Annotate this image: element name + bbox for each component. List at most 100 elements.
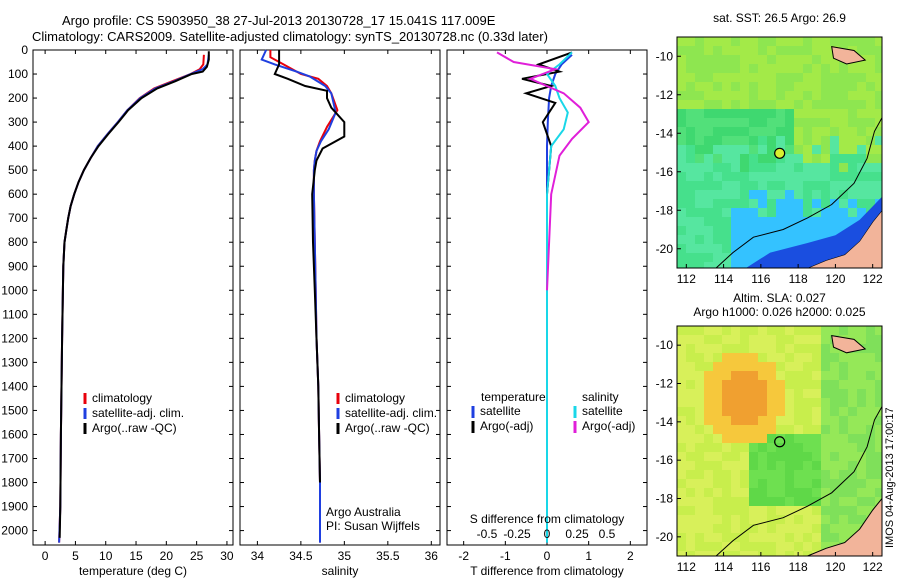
map-cell	[740, 326, 749, 335]
map-cell	[875, 362, 882, 371]
map-cell	[704, 253, 713, 262]
map-cell	[785, 91, 794, 100]
map-cell	[749, 190, 758, 199]
map-cell	[866, 163, 875, 172]
map-cell	[812, 226, 821, 235]
map-cell	[677, 100, 686, 109]
map-cell	[812, 542, 821, 551]
map-cell	[749, 118, 758, 127]
map-cell	[695, 344, 704, 353]
map-cell	[767, 443, 776, 452]
map-cell	[821, 479, 830, 488]
map-cell	[830, 326, 839, 335]
map-cell	[785, 407, 794, 416]
map-cell	[866, 497, 875, 506]
map-cell	[785, 380, 794, 389]
map-cell	[713, 551, 722, 556]
map-cell	[695, 524, 704, 533]
map-cell	[695, 199, 704, 208]
map-ytick-label: -10	[656, 49, 674, 63]
map-cell	[740, 208, 749, 217]
map-cell	[776, 380, 785, 389]
map-cell	[830, 407, 839, 416]
xtick-label: 25	[190, 549, 204, 563]
map-cell	[713, 136, 722, 145]
map-cell	[722, 380, 731, 389]
map-cell	[803, 136, 812, 145]
map-cell	[749, 64, 758, 73]
map-cell	[803, 380, 812, 389]
map-cell	[749, 344, 758, 353]
map-cell	[803, 452, 812, 461]
map-cell	[722, 154, 731, 163]
map-cell	[749, 443, 758, 452]
map-ytick-label: -20	[656, 242, 674, 256]
xtick-label: 10	[99, 549, 113, 563]
map-cell	[758, 73, 767, 82]
map-cell	[866, 100, 875, 109]
map-cell	[704, 100, 713, 109]
map-cell	[794, 82, 803, 91]
map-cell	[713, 118, 722, 127]
map-cell	[713, 542, 722, 551]
map-cell	[731, 100, 740, 109]
map-cell	[704, 542, 713, 551]
legend-label: Argo(-adj)	[480, 419, 533, 433]
map-cell	[677, 64, 686, 73]
map-cell	[848, 91, 857, 100]
land-island	[831, 45, 867, 65]
map-cell	[677, 55, 686, 64]
map-cell	[731, 253, 740, 262]
map-cell	[713, 163, 722, 172]
map-cell	[857, 497, 866, 506]
map-cell	[776, 542, 785, 551]
map-cell	[686, 362, 695, 371]
map-cell	[740, 524, 749, 533]
map-cell	[686, 524, 695, 533]
map-cell	[776, 199, 785, 208]
map-cell	[749, 100, 758, 109]
map-cell	[875, 425, 882, 434]
map-cell	[713, 37, 722, 46]
map-cell	[812, 344, 821, 353]
map-cell	[722, 127, 731, 136]
map-cell	[839, 136, 848, 145]
map-cell	[722, 389, 731, 398]
map-cell	[857, 136, 866, 145]
map-cell	[848, 199, 857, 208]
map-cell	[767, 109, 776, 118]
map-cell	[695, 208, 704, 217]
map-cell	[713, 46, 722, 55]
map-cell	[767, 136, 776, 145]
map-cell	[677, 551, 686, 556]
map-cell	[722, 497, 731, 506]
map-cell	[812, 371, 821, 380]
map-cell	[794, 226, 803, 235]
map-cell	[785, 208, 794, 217]
map-cell	[830, 91, 839, 100]
map-cell	[821, 389, 830, 398]
map-cell	[749, 217, 758, 226]
map-cell	[821, 154, 830, 163]
map-cell	[686, 533, 695, 542]
map-cell	[695, 407, 704, 416]
map-cell	[803, 362, 812, 371]
map-cell	[713, 244, 722, 253]
xtick-label: -1	[500, 549, 511, 563]
xtick-label-s: 0	[544, 527, 551, 541]
map-cell	[812, 479, 821, 488]
map-cell	[740, 371, 749, 380]
ytick-label: 1800	[1, 476, 28, 490]
map-cell	[812, 326, 821, 335]
map-cell	[722, 190, 731, 199]
map-cell	[830, 82, 839, 91]
map-cell	[758, 443, 767, 452]
map-cell	[704, 389, 713, 398]
map-cell	[830, 425, 839, 434]
map-cell	[677, 262, 686, 268]
map-cell	[785, 46, 794, 55]
map-cell	[740, 353, 749, 362]
map-cell	[785, 524, 794, 533]
map-cell	[821, 407, 830, 416]
map-cell	[875, 127, 882, 136]
